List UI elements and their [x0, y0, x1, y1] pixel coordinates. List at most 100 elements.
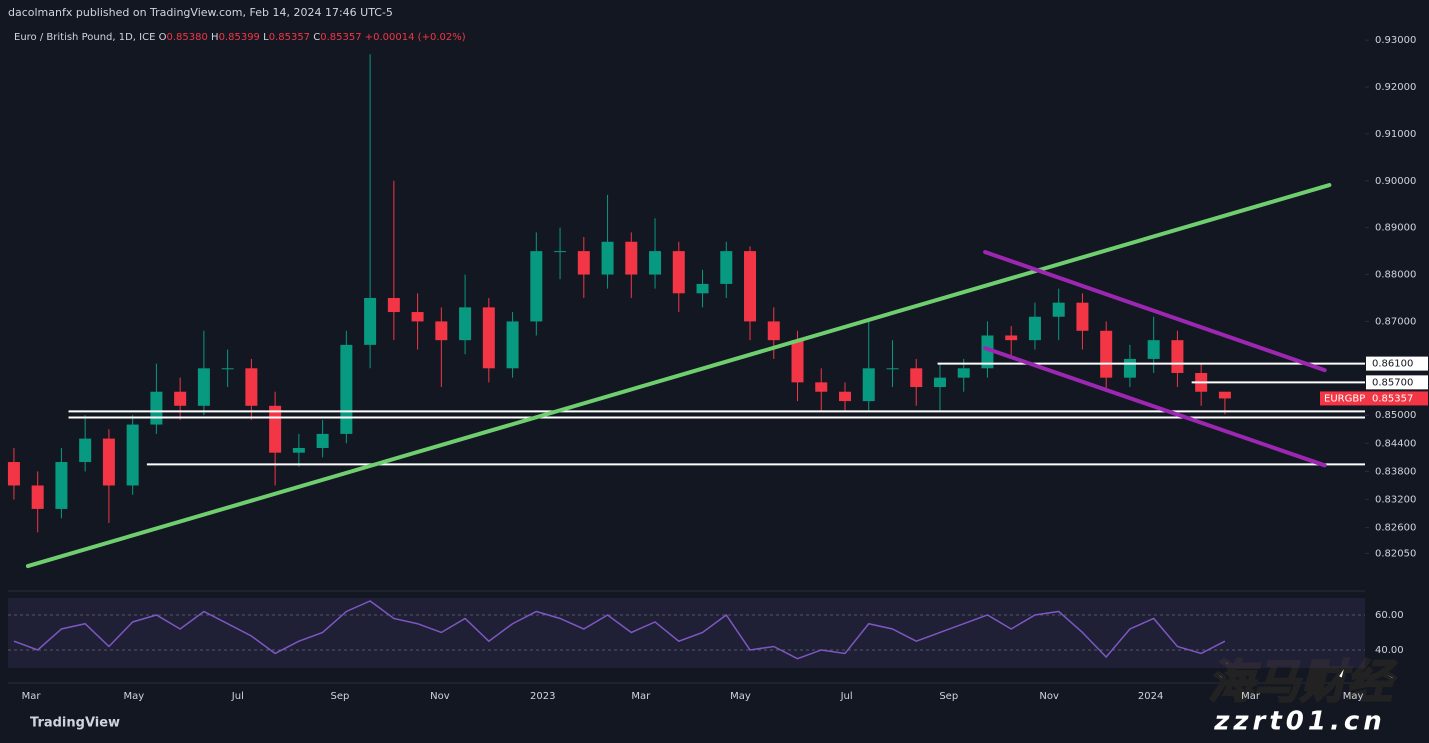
candle-body	[957, 368, 970, 378]
candle-body	[435, 321, 448, 341]
candle-body	[1147, 340, 1160, 359]
candle-body	[506, 321, 519, 369]
candle-body	[126, 424, 139, 486]
candle-body	[387, 297, 400, 313]
candle-body	[838, 391, 851, 402]
candle-body	[625, 241, 638, 275]
rsi-band	[8, 598, 1365, 668]
last-price-symbol: EURGBP	[1324, 393, 1365, 404]
candle-body	[150, 391, 163, 425]
x-tick-label: Nov	[1039, 691, 1059, 702]
y-tick-label: 0.83800	[1375, 466, 1416, 477]
x-tick-label: Mar	[22, 691, 42, 702]
candle-body	[55, 462, 68, 509]
x-tick-label: May	[730, 691, 751, 702]
candle-body	[601, 241, 614, 275]
candle-body	[862, 368, 875, 402]
candle-body	[815, 382, 828, 392]
publisher: dacolmanfx published on TradingView.com,…	[8, 6, 393, 19]
x-tick-label: Mar	[631, 691, 651, 702]
x-tick-label: Sep	[331, 691, 350, 702]
level-label: 0.85700	[1372, 377, 1413, 388]
candle-body	[767, 321, 780, 341]
x-tick-label: Sep	[939, 691, 958, 702]
x-tick-label: May	[1343, 691, 1364, 702]
x-tick-label: Jul	[231, 691, 244, 702]
candle-body	[1218, 391, 1231, 399]
candle-body	[1100, 330, 1113, 378]
candle-body	[696, 283, 709, 294]
x-tick-label: May	[124, 691, 145, 702]
trendline	[983, 250, 1327, 373]
y-tick-label: 0.90000	[1375, 176, 1416, 187]
y-tick-label: 0.88000	[1375, 270, 1416, 281]
y-tick-label: 0.83200	[1375, 495, 1416, 506]
candle-body	[292, 447, 305, 453]
candle-body	[197, 368, 210, 406]
x-tick-label: 2023	[530, 691, 555, 702]
y-tick-label: 0.82050	[1375, 548, 1416, 559]
ohlc-value: 0.85380	[166, 32, 207, 43]
candle-body	[221, 368, 234, 370]
change: +0.00014 (+0.02%)	[365, 32, 466, 43]
candle-body	[1171, 340, 1184, 373]
x-tick-label: Mar	[1241, 691, 1261, 702]
level-label: 0.86100	[1372, 359, 1413, 370]
candle-body	[672, 251, 685, 294]
y-tick-label: 0.85000	[1375, 410, 1416, 421]
y-tick-label: 0.91000	[1375, 129, 1416, 140]
rsi-tick-label: 60.00	[1375, 610, 1404, 621]
candle-body	[459, 307, 472, 341]
candle-body	[744, 251, 757, 322]
level-label-box	[1366, 356, 1428, 371]
ohlc-value: 0.85399	[219, 32, 260, 43]
y-tick-label: 0.84400	[1375, 438, 1416, 449]
symbol: Euro / British Pound, 1D, ICE	[14, 32, 155, 43]
candle-body	[1028, 316, 1041, 341]
y-tick-label: 0.92000	[1375, 82, 1416, 93]
candle-body	[1052, 302, 1065, 317]
candle-body	[269, 405, 282, 453]
level-label-box	[1366, 375, 1428, 390]
trendline	[983, 346, 1327, 468]
candle-body	[649, 251, 662, 275]
rsi-line	[13, 600, 1226, 660]
last-price-box	[1320, 391, 1428, 406]
candle-body	[364, 297, 377, 345]
candle-body	[910, 368, 923, 388]
candle-body	[1005, 335, 1018, 341]
candle-body	[245, 368, 258, 406]
candle-body	[1076, 302, 1089, 331]
candle-body	[411, 312, 424, 322]
symbol-info: Euro / British Pound, 1D, ICE O0.85380 H…	[14, 32, 466, 43]
last-price-label: 0.85357	[1372, 393, 1413, 404]
x-tick-label: Nov	[430, 691, 450, 702]
candle-body	[340, 344, 353, 434]
candle-body	[102, 438, 115, 486]
candle-body	[79, 438, 92, 463]
x-tick-label: 2024	[1138, 691, 1163, 702]
rsi-tick-label: 40.00	[1375, 645, 1404, 656]
y-tick-label: 0.93000	[1375, 35, 1416, 46]
brand: TradingView	[30, 716, 120, 731]
candle-body	[886, 368, 899, 370]
trendline	[25, 183, 1332, 569]
ohlc-key: O	[159, 32, 167, 43]
candle-body	[1123, 358, 1136, 378]
watermark: 海马财经	[1208, 655, 1397, 709]
ohlc-key: L	[263, 32, 269, 43]
x-tick-label: Jul	[840, 691, 853, 702]
y-tick-label: 0.87000	[1375, 316, 1416, 327]
candle-body	[720, 251, 733, 284]
candle-body	[577, 251, 590, 275]
candle-body	[791, 340, 804, 383]
watermark-url: zzrt01.cn	[1213, 707, 1386, 737]
candle-body	[482, 307, 495, 369]
ohlc-value: 0.85357	[320, 32, 361, 43]
candle-body	[554, 251, 567, 253]
candle-body	[316, 433, 329, 448]
y-tick-label: 0.82600	[1375, 523, 1416, 534]
candle-body	[981, 335, 994, 369]
